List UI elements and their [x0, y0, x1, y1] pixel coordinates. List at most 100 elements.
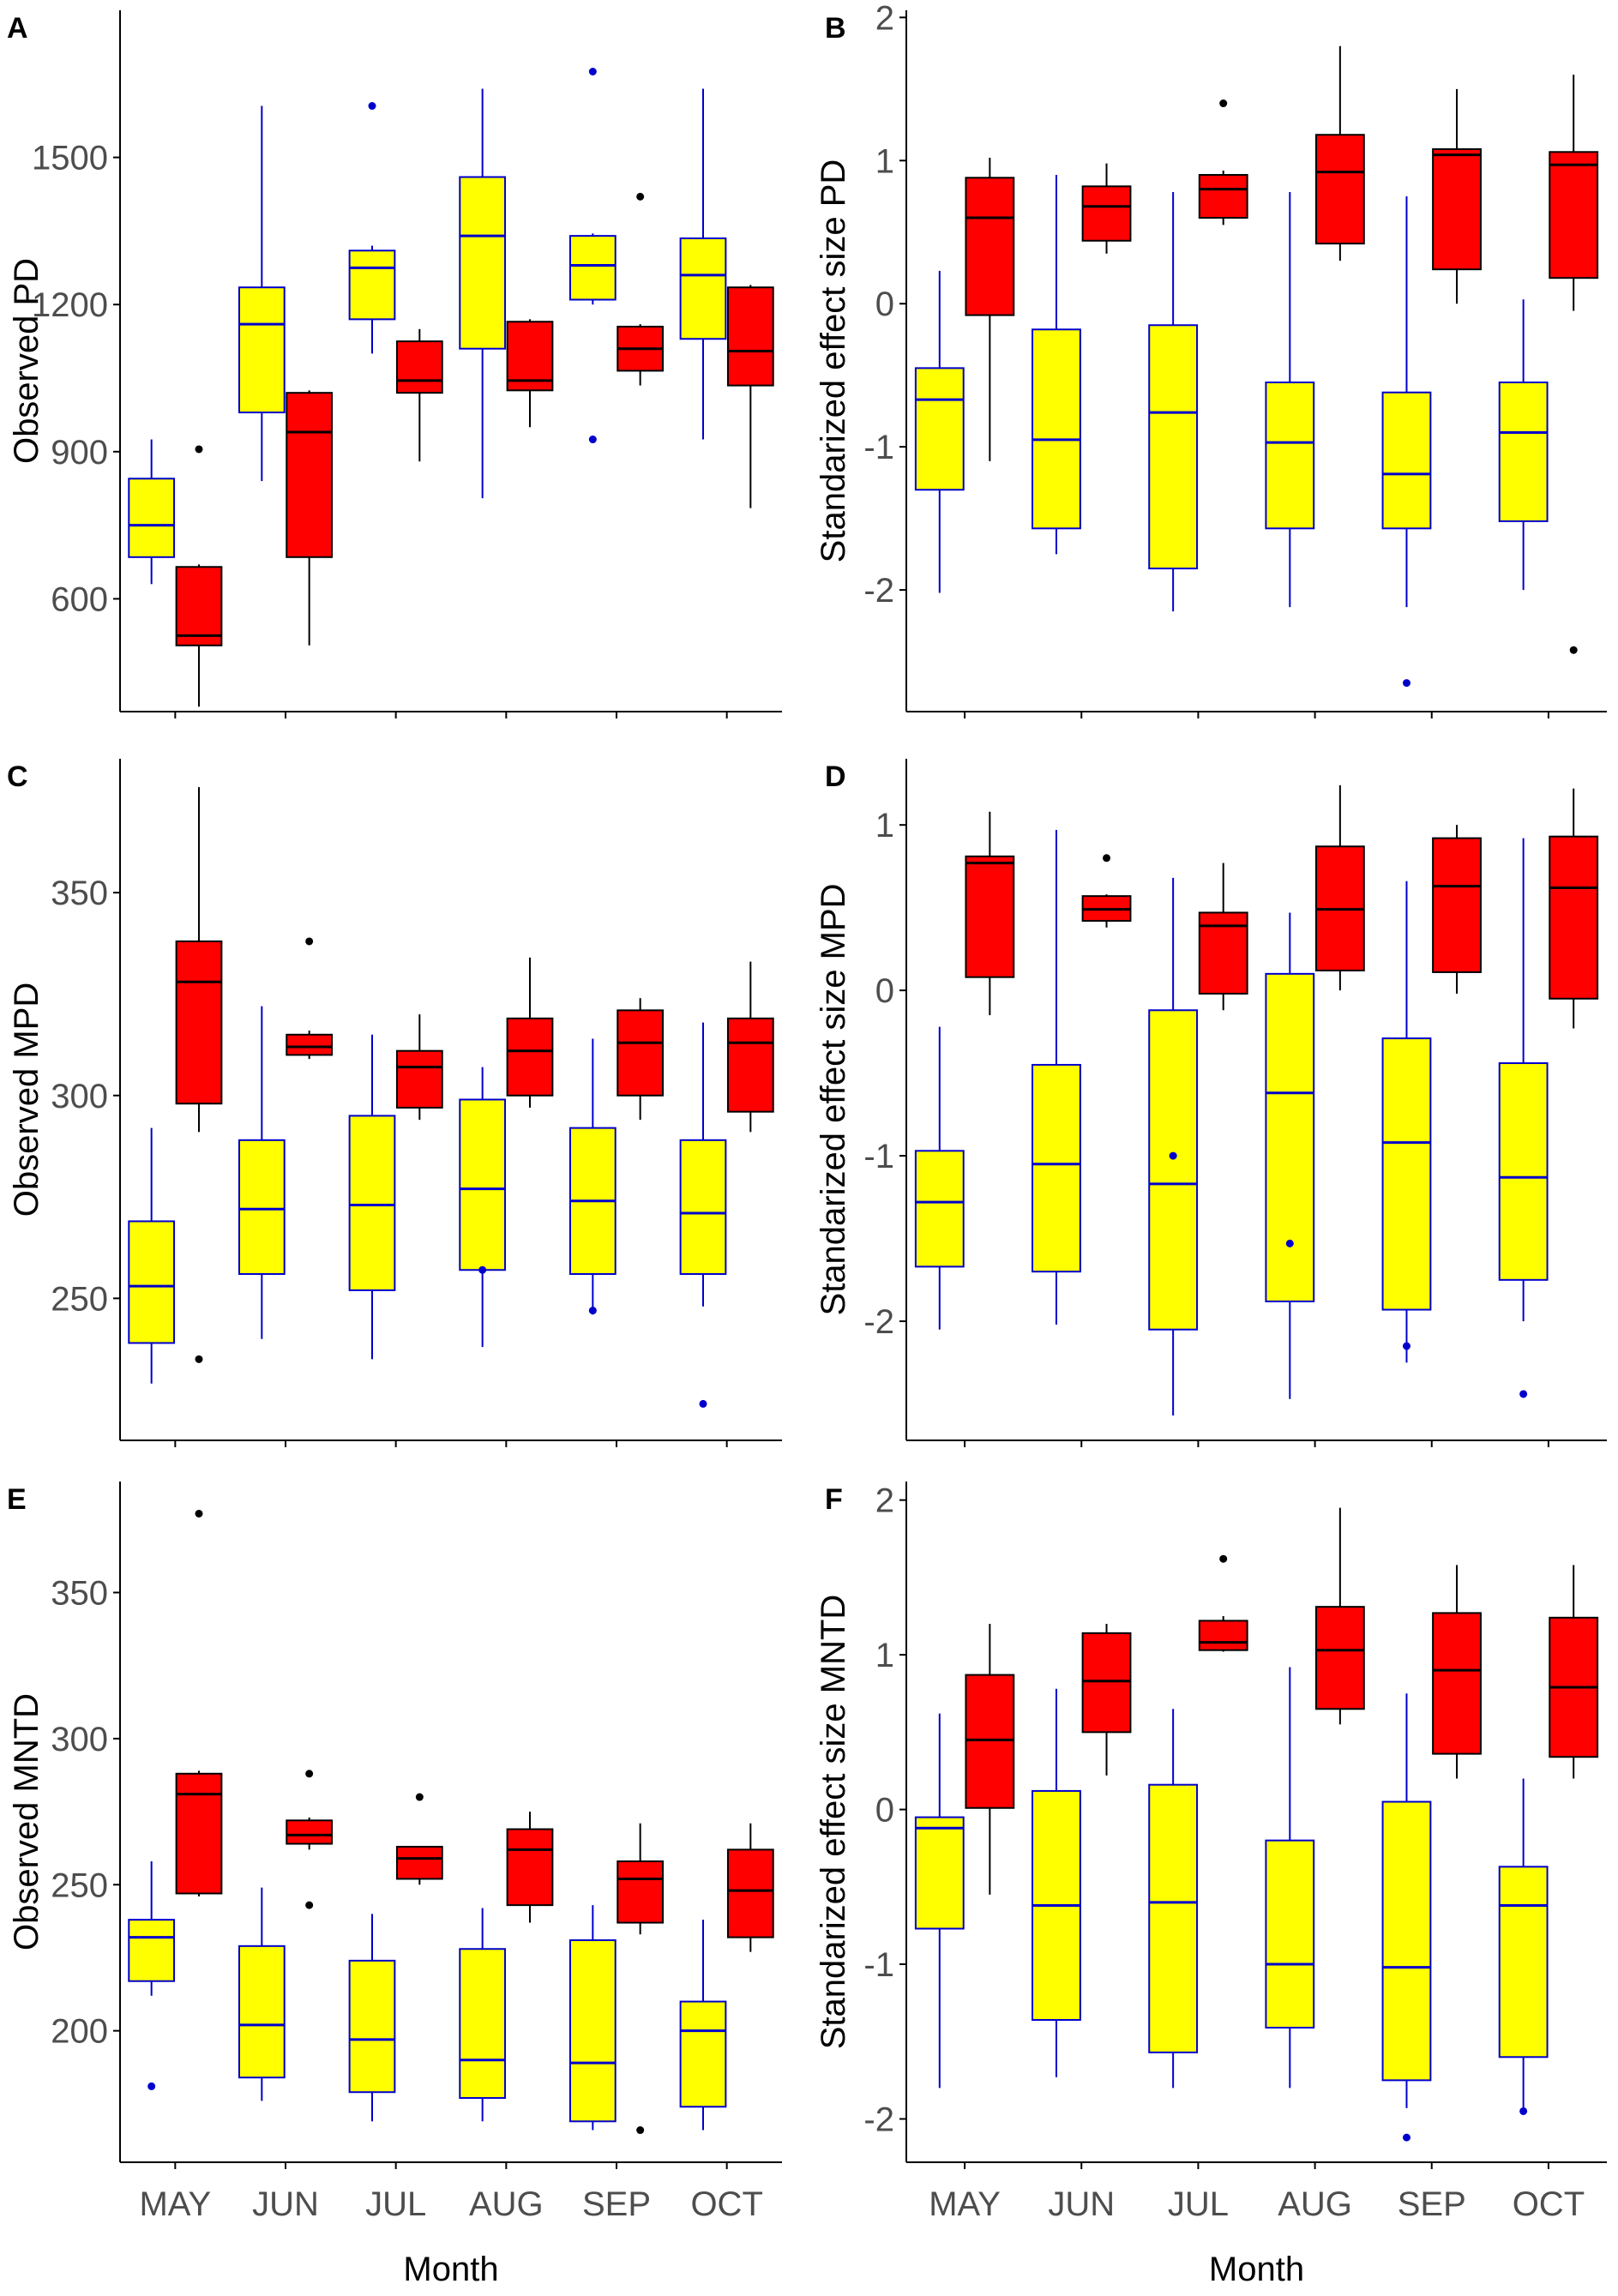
box-iqr [1549, 151, 1599, 279]
box-iqr [459, 1948, 507, 2100]
outlier-point [195, 1355, 203, 1363]
x-tick-label: AUG [469, 2185, 544, 2223]
outlier-point [305, 937, 314, 946]
box-red-aug [506, 1812, 554, 1923]
series-yellow [128, 1006, 727, 1408]
box-red-aug [1314, 45, 1365, 261]
box-yellow-may [914, 1713, 965, 2089]
box-iqr [1381, 1037, 1432, 1311]
panel-c: C 250 300 350 Observed MPD [7, 759, 782, 1447]
box-yellow-sep [568, 1905, 617, 2131]
box-yellow-jun [238, 1887, 286, 2101]
box-yellow-may [914, 270, 965, 593]
box-yellow-jul [348, 1034, 396, 1360]
box-red-jun [1081, 163, 1132, 254]
outlier-point [699, 1399, 707, 1408]
box-yellow-aug [1265, 192, 1315, 608]
box-iqr [506, 1828, 554, 1907]
box-iqr [286, 1033, 334, 1056]
outlier-point [305, 1901, 314, 1909]
y-tick-label: 250 [51, 1280, 108, 1318]
y-tick-label: -2 [863, 1303, 894, 1341]
x-tick-label: MAY [139, 2185, 211, 2223]
series-red [965, 45, 1599, 654]
box-iqr [726, 1017, 774, 1113]
box-yellow-oct [679, 88, 727, 440]
box-yellow-oct [1498, 299, 1549, 591]
outlier-point [588, 436, 597, 444]
box-iqr [128, 478, 176, 558]
x-tick-label: JUN [1048, 2185, 1115, 2223]
box-yellow-jul [1148, 1709, 1199, 2089]
box-red-oct [726, 1823, 774, 1952]
series-yellow [128, 1861, 727, 2131]
box-iqr [1432, 837, 1482, 973]
box-iqr [726, 1848, 774, 1938]
box-yellow-aug [1265, 1667, 1315, 2089]
y-tick-label: 350 [51, 1574, 108, 1612]
box-red-sep [617, 1823, 665, 2135]
box-iqr [914, 367, 965, 491]
box-iqr [395, 340, 443, 394]
outlier-point [195, 445, 203, 454]
box-iqr [1314, 1606, 1365, 1710]
box-yellow-may [914, 1026, 965, 1330]
box-iqr [286, 1819, 334, 1845]
y-tick-label: 0 [875, 1792, 894, 1830]
y-tick-label: 200 [51, 2013, 108, 2051]
box-yellow-sep [1381, 1693, 1432, 2142]
box-yellow-sep [1381, 881, 1432, 1363]
box-iqr [679, 1139, 727, 1275]
panel-d: D -2 -1 0 1 Standarized effect size MPD [815, 759, 1607, 1447]
box-iqr [1314, 134, 1365, 245]
outlier-point [588, 1307, 597, 1315]
series-yellow [914, 1667, 1549, 2142]
outlier-point [1169, 1151, 1177, 1160]
outlier-point [368, 102, 376, 111]
outlier-point [636, 192, 645, 201]
box-yellow-jun [238, 105, 286, 482]
y-tick-label: -1 [863, 1946, 894, 1984]
box-red-jul [395, 1793, 443, 1885]
box-red-may [965, 1624, 1015, 1895]
panel-label: C [7, 760, 28, 793]
box-yellow-jun [1032, 1688, 1081, 2077]
y-axis-title: Standarized effect size MPD [815, 884, 852, 1316]
box-iqr [348, 1959, 396, 2094]
box-iqr [1198, 1620, 1248, 1651]
box-yellow-oct [679, 1920, 727, 2131]
outlier-point [305, 1770, 314, 1778]
y-axis-title: Standarized effect size MNTD [815, 1595, 852, 2050]
box-yellow-aug [459, 88, 507, 499]
series-red [965, 784, 1599, 1029]
box-iqr [506, 321, 554, 392]
box-iqr [1032, 328, 1081, 530]
box-red-jul [1198, 1554, 1248, 1652]
y-axis-title: Observed MNTD [8, 1693, 45, 1950]
outlier-point [1285, 1239, 1294, 1247]
box-red-oct [726, 961, 774, 1133]
x-tick-label: MAY [929, 2185, 1001, 2223]
box-red-jun [286, 937, 334, 1060]
box-iqr [1549, 835, 1599, 1000]
box-yellow-aug [459, 1908, 507, 2122]
box-iqr [1265, 1839, 1315, 2029]
box-red-sep [617, 998, 665, 1121]
y-tick-label: -1 [863, 1138, 894, 1175]
y-axis-title: Observed PD [8, 258, 45, 464]
panel-label: A [7, 12, 28, 45]
box-red-oct [1549, 1565, 1599, 1779]
box-yellow-jul [1148, 192, 1199, 612]
box-red-sep [1432, 825, 1482, 995]
series-yellow [128, 68, 727, 585]
outlier-point [1219, 99, 1228, 108]
y-tick-label: 0 [875, 285, 894, 323]
box-red-jun [1081, 1624, 1132, 1776]
box-red-may [965, 157, 1015, 461]
outlier-point [1402, 1342, 1410, 1350]
panel-label: F [825, 1483, 843, 1516]
x-tick-label: JUL [1168, 2185, 1229, 2223]
box-iqr [1265, 972, 1315, 1302]
box-red-jul [395, 1014, 443, 1121]
